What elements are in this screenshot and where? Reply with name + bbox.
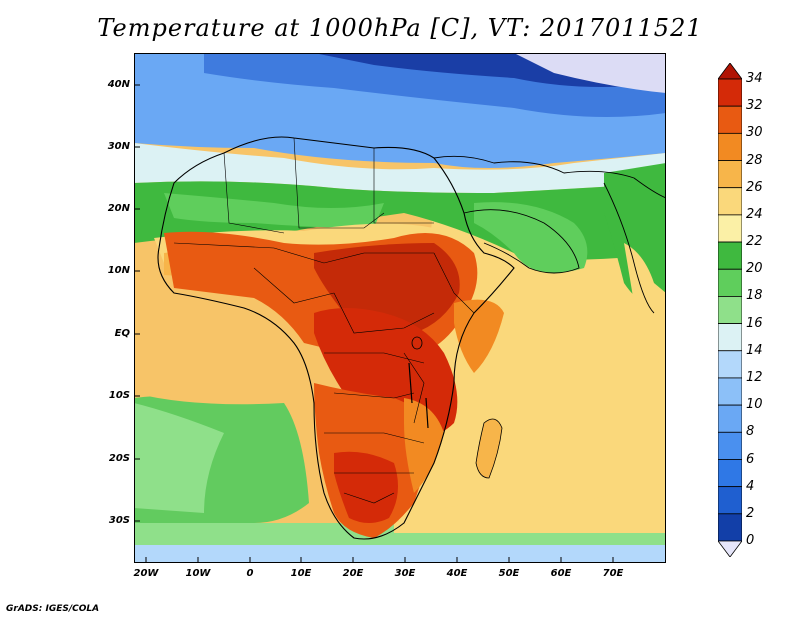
colorbar-level-label: 4 [746, 478, 755, 494]
colorbar-swatch [718, 105, 742, 134]
cold-region-fill [514, 53, 666, 93]
mozambique-fill [404, 398, 444, 493]
colorbar-swatch [718, 431, 742, 460]
colorbar-swatch [718, 241, 742, 270]
colorbar-level-label: 10 [746, 397, 763, 413]
colorbar-level-label: 0 [746, 533, 755, 548]
kalahari-hot [334, 451, 398, 523]
lat-label: 20N [107, 203, 130, 214]
india-north-fill [604, 163, 666, 306]
colorbar-level-label: 22 [746, 234, 763, 250]
colorbar-level-label: 14 [746, 342, 763, 358]
colorbar-swatch [718, 78, 742, 107]
colorbar-swatch [718, 132, 742, 161]
lat-label: EQ [114, 328, 130, 339]
lat-label: 20S [108, 453, 130, 464]
madagascar-fill [475, 418, 503, 479]
map-frame [134, 53, 666, 563]
colorbar-swatch [718, 513, 742, 542]
north-africa-cyan [134, 143, 666, 193]
colorbar-swatch [718, 459, 742, 488]
gulf-guinea-fill [134, 288, 314, 403]
arabia-coastline [463, 209, 580, 274]
colorbar-level-label: 32 [746, 98, 763, 114]
map-title: Temperature at 1000hPa [C], VT: 20170115… [97, 14, 703, 42]
colorbar-swatch [718, 214, 742, 243]
lon-label: 30E [394, 568, 416, 579]
colorbar-swatch [718, 296, 742, 324]
lat-label: 30S [108, 515, 130, 526]
colorbar-top-arrow [718, 63, 742, 80]
colorbar-level-label: 28 [746, 152, 763, 168]
credit-text: GrADS: IGES/COLA [6, 604, 100, 614]
lon-label: 10W [185, 568, 211, 579]
temperature-map [134, 53, 666, 563]
lat-label: 30N [107, 141, 130, 152]
lon-label: 20W [133, 568, 159, 579]
colorbar-level-label: 24 [746, 206, 763, 222]
lake-malawi [425, 397, 429, 429]
india-fill [624, 243, 666, 373]
india-coastline [603, 182, 655, 314]
lon-label: 0 [246, 568, 254, 579]
colorbar-level-label: 20 [746, 261, 763, 277]
colorbar-level-label: 26 [746, 179, 763, 195]
ocean-atlantic-south-light [134, 403, 224, 513]
lon-label: 40E [446, 568, 468, 579]
arabia-fill [474, 202, 588, 273]
axis-ticks [134, 84, 614, 563]
colorbar-swatch [718, 268, 742, 297]
lon-label: 50E [498, 568, 520, 579]
colorbar-swatch [718, 350, 742, 379]
lat-label: 10N [107, 265, 130, 276]
colorbar-level-label: 18 [746, 288, 763, 304]
country-borders [173, 137, 475, 504]
africa-coastline [157, 136, 515, 540]
colorbar-level-label: 2 [746, 505, 755, 521]
colorbar-bottom-arrow [718, 540, 742, 557]
colorbar-level-label: 30 [746, 125, 763, 141]
lon-label: 60E [550, 568, 572, 579]
lon-label: 20E [342, 568, 364, 579]
sahara-light-green [164, 193, 384, 228]
lon-label: 10E [290, 568, 312, 579]
lake-tanganyika [408, 362, 413, 404]
asia-coastline [433, 155, 666, 199]
colorbar-swatch [718, 160, 742, 189]
colorbar-level-label: 6 [746, 451, 755, 467]
colorbar-swatch [718, 404, 742, 433]
southern-ocean-cold [134, 545, 666, 563]
colorbar-swatch [718, 323, 742, 352]
colorbar-level-label: 8 [746, 424, 755, 440]
colorbar-swatch [718, 486, 742, 515]
lat-label: 10S [108, 390, 130, 401]
colorbar-level-label: 34 [746, 71, 763, 86]
colorbar [718, 63, 742, 557]
lat-label: 40N [107, 79, 130, 90]
lake-victoria [411, 336, 423, 350]
colorbar-level-label: 12 [746, 369, 763, 385]
colorbar-swatch [718, 377, 742, 406]
lon-label: 70E [602, 568, 624, 579]
colorbar-swatch [718, 187, 742, 216]
east-africa-fill [454, 299, 504, 373]
colorbar-level-label: 16 [746, 315, 763, 331]
south-indian-warm [394, 483, 666, 533]
